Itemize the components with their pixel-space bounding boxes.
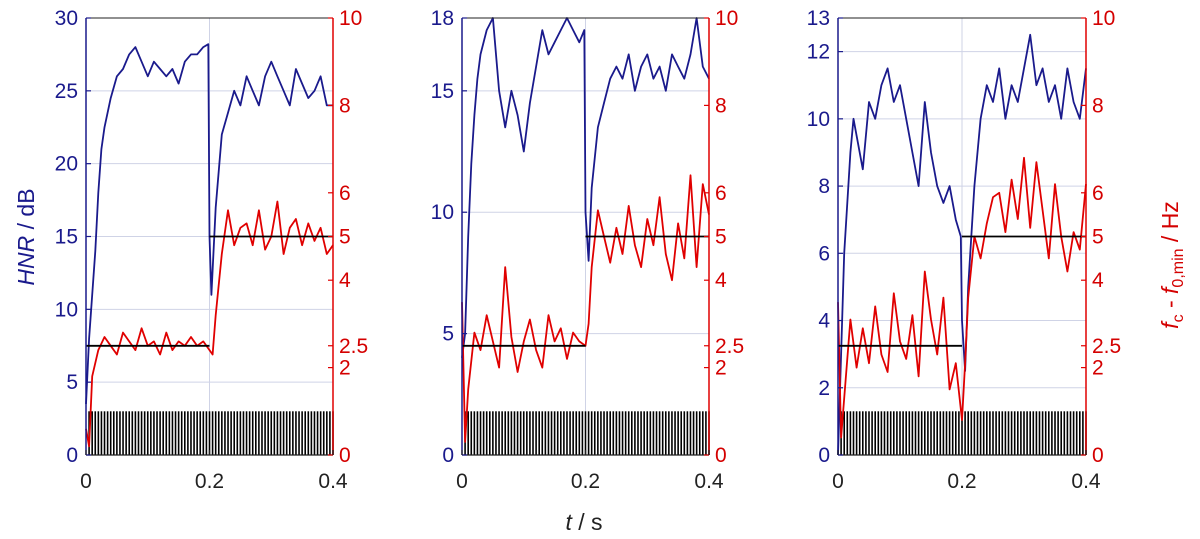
series-line-hnr xyxy=(85,43,333,405)
tick-label-right: 8 xyxy=(1092,94,1104,117)
tick-label-left: 12 xyxy=(807,41,830,64)
tick-label-right: 0 xyxy=(715,444,727,467)
tick-label-left: 20 xyxy=(55,153,78,176)
tick-label-left: 10 xyxy=(55,298,78,321)
tick-label-x: 0.4 xyxy=(318,470,348,493)
tick-label-right: 2 xyxy=(715,357,727,380)
tick-label-right: 5 xyxy=(715,226,727,249)
y-axis-title-right-f: f xyxy=(1157,320,1183,329)
tick-label-right: 2 xyxy=(1092,357,1104,380)
tick-label-left: 10 xyxy=(431,201,454,224)
tick-label-left: 0 xyxy=(442,444,454,467)
tick-label-left: 13 xyxy=(807,7,830,30)
tick-label-left: 6 xyxy=(818,242,830,265)
tick-label-x: 0.2 xyxy=(571,470,600,493)
y-axis-title-right-c: c xyxy=(1170,314,1187,322)
y-axis-title-right-sub: 0,min xyxy=(1170,248,1187,287)
tick-label-right: 0 xyxy=(339,444,351,467)
tick-label-x: 0 xyxy=(456,470,468,493)
series-line-fc xyxy=(85,200,334,448)
tick-label-left: 0 xyxy=(66,444,78,467)
x-axis-title: t / s xyxy=(565,509,602,535)
tick-label-left: 8 xyxy=(818,175,830,198)
y-axis-title-right-unit: / Hz xyxy=(1157,201,1183,248)
x-axis-title-var: t xyxy=(565,509,573,535)
tick-label-left: 0 xyxy=(818,444,830,467)
y-axis-title-right-dash: - xyxy=(1157,294,1183,314)
tick-label-right: 4 xyxy=(715,269,727,292)
tick-label-right: 2 xyxy=(339,357,351,380)
tick-label-x: 0.2 xyxy=(947,470,976,493)
tick-label-right: 2.5 xyxy=(339,335,368,358)
tick-label-left: 5 xyxy=(66,371,78,394)
y-axis-title-left-unit: / dB xyxy=(13,188,39,235)
tick-label-x: 0 xyxy=(80,470,92,493)
tick-label-right: 2.5 xyxy=(715,335,744,358)
pulse-train xyxy=(840,411,1087,455)
tick-label-right: 4 xyxy=(339,269,351,292)
tick-label-left: 4 xyxy=(818,310,830,333)
series-line-hnr xyxy=(837,33,1087,456)
tick-label-right: 8 xyxy=(339,94,351,117)
tick-label-x: 0.2 xyxy=(195,470,224,493)
y-axis-title-right-f0: f xyxy=(1157,285,1183,294)
tick-label-right: 6 xyxy=(339,182,351,205)
tick-label-right: 5 xyxy=(339,226,351,249)
tick-label-left: 10 xyxy=(807,108,830,131)
tick-label-right: 2.5 xyxy=(1092,335,1121,358)
tick-label-left: 18 xyxy=(431,7,454,30)
tick-label-left: 30 xyxy=(55,7,78,30)
tick-label-right: 10 xyxy=(715,7,738,30)
series-line-fc xyxy=(837,156,1087,439)
tick-label-left: 15 xyxy=(431,80,454,103)
pulse-train xyxy=(464,411,710,455)
tick-label-left: 25 xyxy=(55,80,78,103)
tick-label-x: 0 xyxy=(832,470,844,493)
tick-label-right: 0 xyxy=(1092,444,1104,467)
tick-label-left: 2 xyxy=(818,377,830,400)
series-line-hnr xyxy=(461,17,710,359)
tick-label-right: 8 xyxy=(715,94,727,117)
pulse-train xyxy=(88,411,334,455)
y-axis-title-left-var: HNR xyxy=(13,236,39,286)
tick-label-left: 5 xyxy=(442,323,454,346)
tick-label-x: 0.4 xyxy=(1071,470,1101,493)
y-axis-title-right: fc - f0,min / Hz xyxy=(1157,201,1187,329)
chart-panel-2: 0 5 10 15 18 0 22.5 4 5 6 8 10 0 0.2 0.4 xyxy=(431,7,745,493)
chart-panel-1: 0 5 10 15 20 25 30 0 22.5 4 5 6 8 10 0 0.2 0.4 xyxy=(55,7,369,493)
tick-label-right: 5 xyxy=(1092,226,1104,249)
x-axis-title-unit: / s xyxy=(572,509,603,535)
tick-label-right: 4 xyxy=(1092,269,1104,292)
tick-label-right: 10 xyxy=(339,7,362,30)
tick-label-left: 15 xyxy=(55,226,78,249)
tick-label-right: 10 xyxy=(1092,7,1115,30)
tick-label-x: 0.4 xyxy=(694,470,724,493)
tick-label-right: 6 xyxy=(1092,182,1104,205)
tick-label-right: 6 xyxy=(715,182,727,205)
y-axis-title-left: HNR / dB xyxy=(13,188,39,285)
